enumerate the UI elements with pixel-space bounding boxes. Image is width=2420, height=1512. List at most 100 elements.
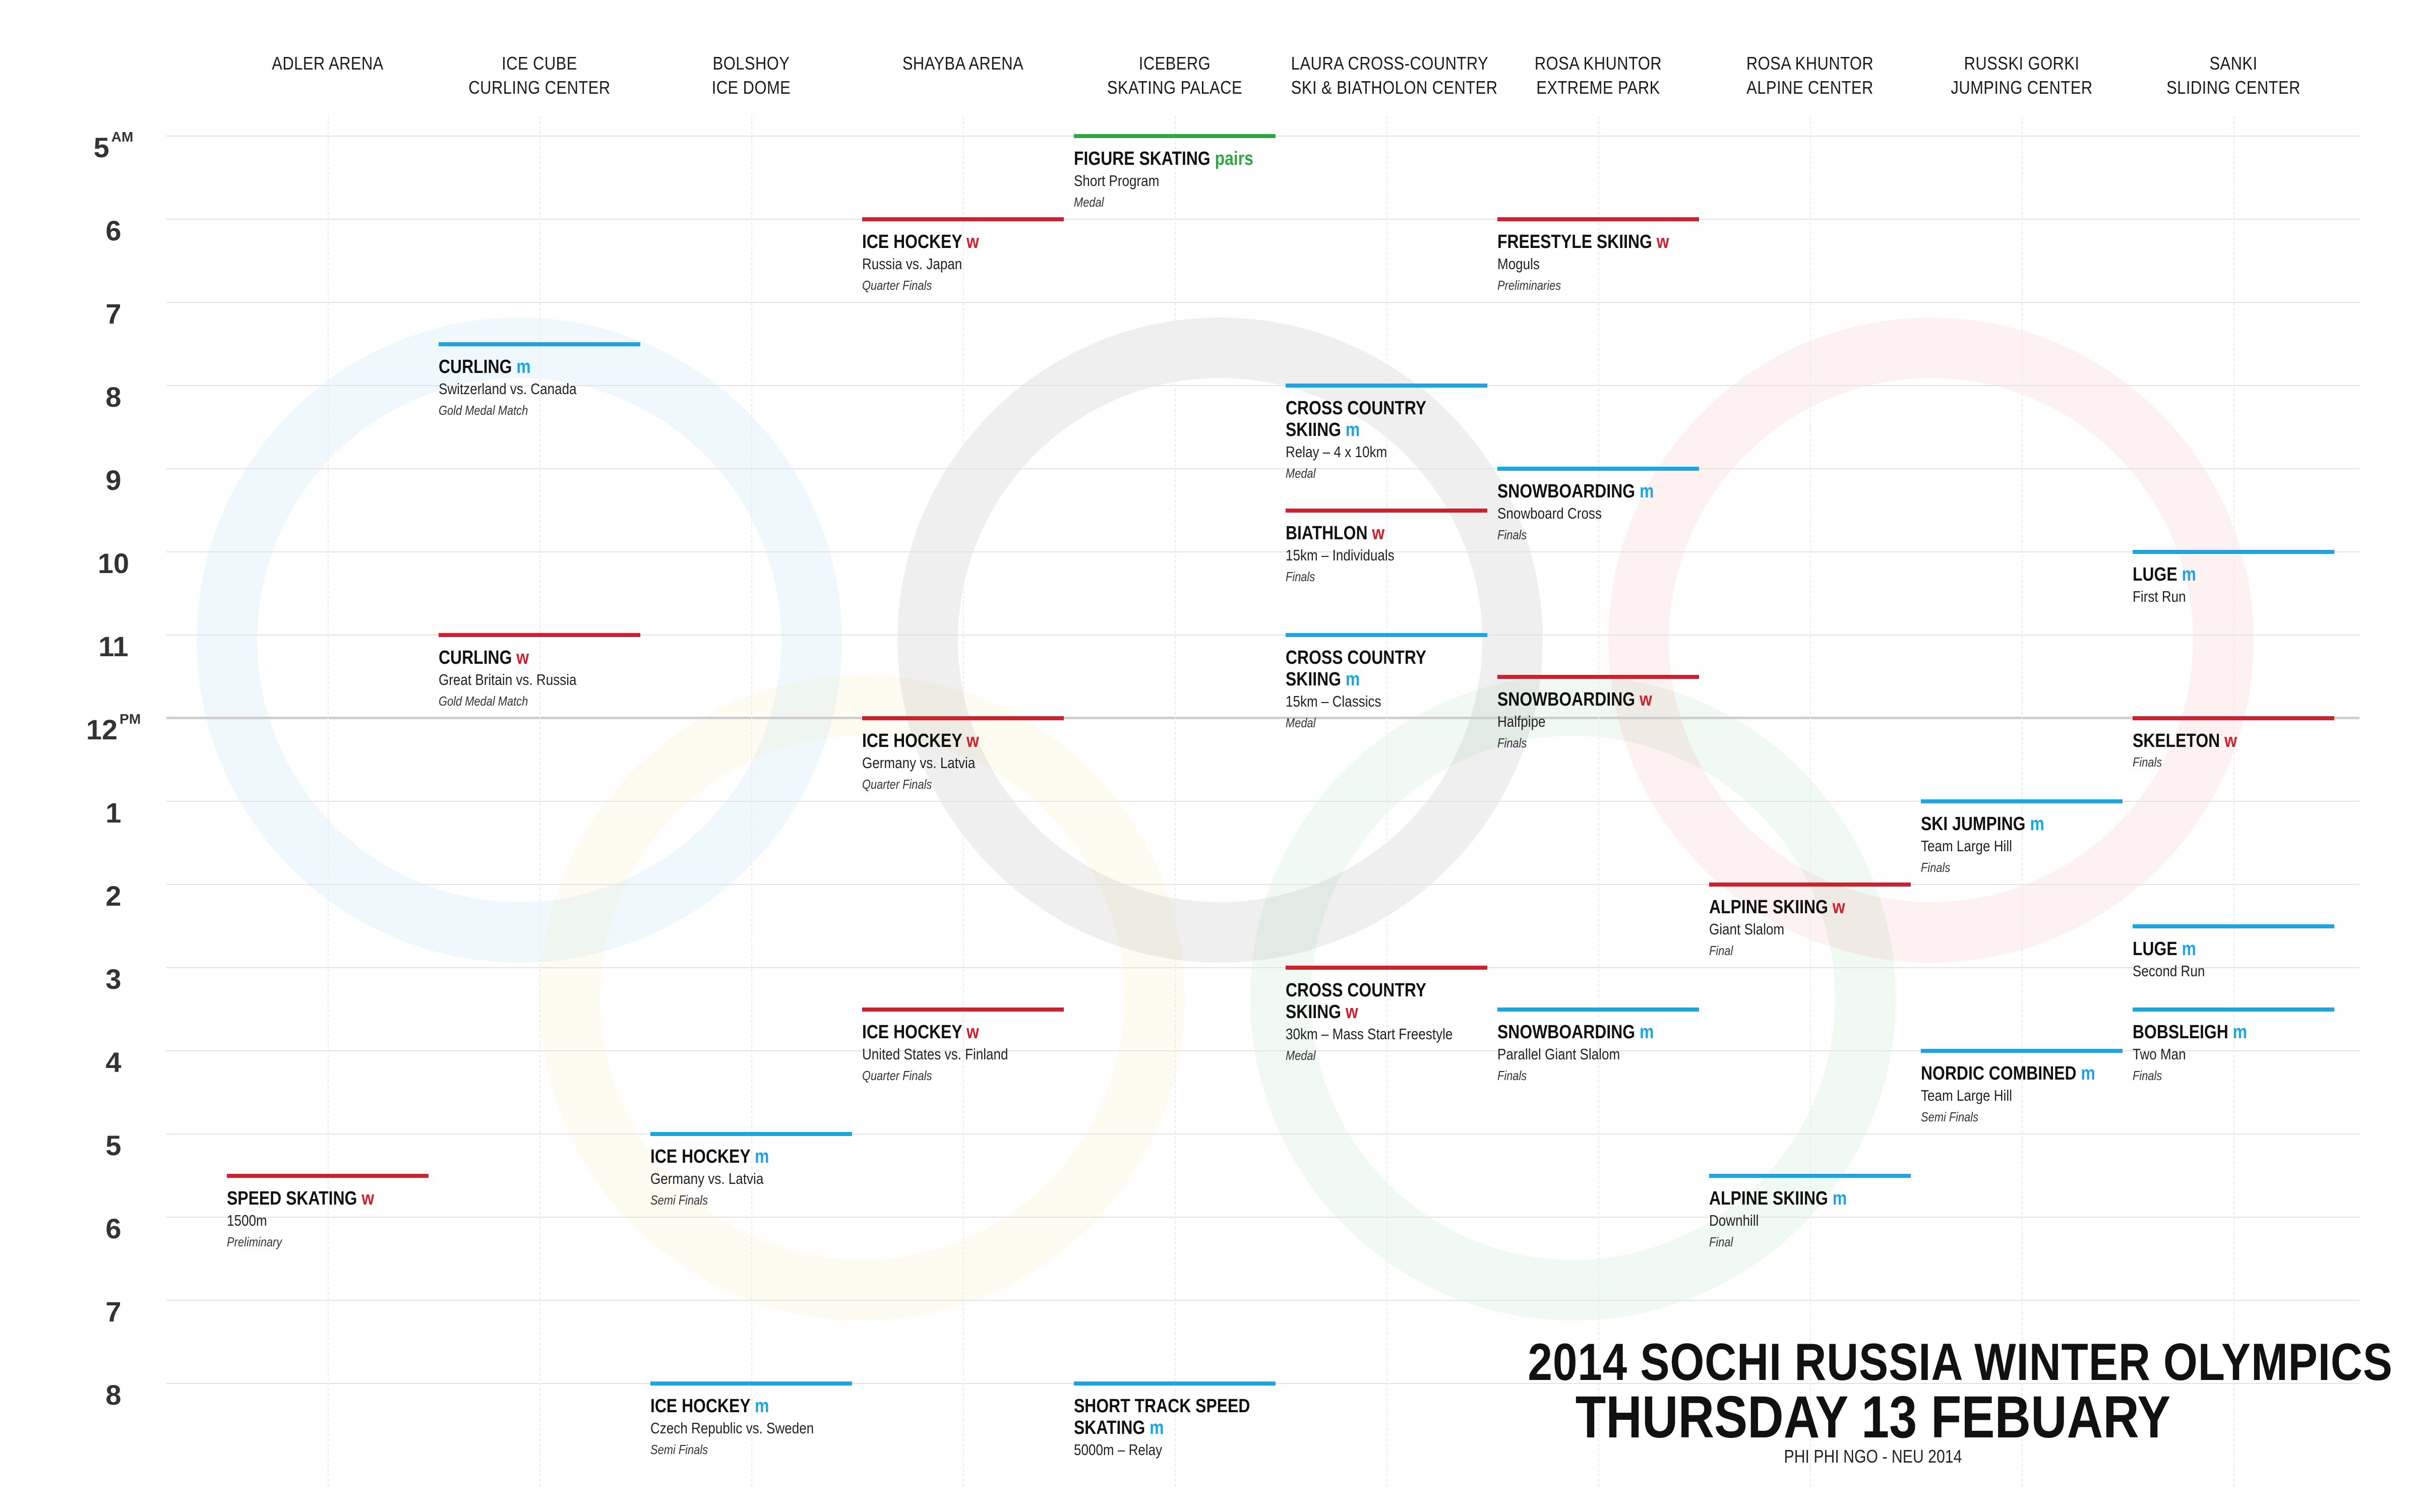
event-card: CROSS COUNTRY SKIING w 30km – Mass Start F… [1286, 966, 1487, 1065]
venue-name-line: ROSA KHUNTOR [1746, 53, 1874, 74]
event-stage: Preliminary [227, 1234, 282, 1249]
event-stage: Finals [2133, 754, 2162, 770]
event-detail: 15km – Individuals [1286, 546, 1395, 564]
event-sport-line: ICE HOCKEY m [650, 1396, 820, 1417]
hour-gridline [166, 801, 2360, 802]
event-sport-line: SNOWBOARDING m [1497, 481, 1667, 502]
venue-column-line [1810, 116, 1811, 1487]
event-card: FREESTYLE SKIING w Moguls Preliminaries [1497, 217, 1699, 295]
event-sport-line: SNOWBOARDING w [1497, 689, 1667, 711]
venue-name-line: RUSSKI GORKI [1964, 53, 2080, 74]
hour-gridline [166, 551, 2360, 552]
event-stage: Semi Finals [1921, 1109, 1979, 1124]
venue-column-line [328, 116, 329, 1487]
hour-gridline [166, 884, 2360, 885]
venue-column-line [963, 116, 964, 1487]
event-sport-line: LUGE m [2133, 938, 2302, 960]
event-card: BOBSLEIGH m Two Man Finals [2133, 1007, 2334, 1086]
event-sport-line: SKIING w [1286, 1001, 1455, 1023]
event-category-tag: w [516, 647, 529, 668]
event-sport-text: SKATING [1074, 1417, 1145, 1438]
hour-gridline [166, 717, 2360, 719]
event-sport-name: ICE HOCKEY m [650, 1146, 852, 1168]
event-detail: 1500m [227, 1211, 267, 1229]
event-sport-line: FREESTYLE SKIING w [1497, 231, 1669, 253]
hour-gridline [166, 385, 2360, 386]
event-detail: United States vs. Finland [862, 1045, 1008, 1063]
event-detail: Downhill [1709, 1211, 1759, 1229]
venue-column-line [539, 116, 540, 1487]
event-sport-text: ICE HOCKEY [862, 231, 962, 253]
event-sport-text: SKIING [1286, 669, 1341, 690]
event-sport-text: SNOWBOARDING [1497, 688, 1636, 710]
event-start-bar [439, 633, 640, 637]
event-sport-line: SKI JUMPING m [1921, 813, 2090, 835]
venue-name-line: ICE CUBE [502, 53, 577, 74]
event-sport-line: FIGURE SKATING pairs [1074, 148, 1253, 170]
event-category-tag: m [754, 1146, 769, 1167]
event-sport-text: SKIING [1286, 1001, 1341, 1023]
event-stage: Final [1709, 1234, 1733, 1249]
hour-number: 7 [105, 1296, 122, 1328]
venue-header: SHAYBA ARENA [868, 51, 1058, 76]
event-sport-name: CURLING m [439, 356, 640, 378]
hour-label: 2 [76, 879, 151, 912]
event-card: FIGURE SKATING pairs Short Program Medal [1074, 134, 1276, 212]
event-detail: Team Large Hill [1921, 1087, 2012, 1104]
venue-header: ROSA KHUNTOR ALPINE CENTER [1715, 51, 1905, 100]
venue-name-line: BOLSHOY [712, 53, 790, 74]
event-category-tag: m [1345, 669, 1360, 690]
event-start-bar [862, 217, 1064, 221]
event-stage: Quarter Finals [862, 777, 932, 792]
event-card: LUGE m First Run [2133, 550, 2334, 608]
hour-label: 1 [76, 796, 151, 829]
event-sport-text: CURLING [439, 356, 512, 377]
event-sport-line: LUGE m [2133, 564, 2302, 586]
event-sport-line: SHORT TRACK SPEED [1074, 1396, 1250, 1417]
hour-label: 11 [76, 630, 151, 663]
event-detail: Team Large Hill [1921, 837, 2012, 855]
event-start-bar [2133, 716, 2334, 720]
event-sport-text: FREESTYLE SKIING [1497, 231, 1652, 253]
event-card: SNOWBOARDING m Snowboard Cross Finals [1497, 467, 1699, 545]
hour-gridline [166, 1300, 2360, 1301]
yellow-ring [539, 675, 1185, 1320]
venue-name-line: ADLER ARENA [272, 53, 384, 74]
event-category-tag: m [1832, 1187, 1847, 1209]
venue-name-line: SLIDING CENTER [2166, 77, 2301, 98]
event-sport-text: SNOWBOARDING [1497, 481, 1636, 502]
hour-number: 8 [105, 1379, 122, 1411]
event-start-bar [650, 1381, 852, 1385]
hour-label: 4 [76, 1046, 151, 1079]
event-sport-text: SKIING [1286, 419, 1341, 440]
event-sport-text: SHORT TRACK SPEED [1074, 1396, 1250, 1417]
hour-gridline [166, 967, 2360, 968]
event-category-tag: m [2182, 564, 2196, 585]
event-detail: Germany vs. Latvia [862, 754, 976, 772]
event-card: NORDIC COMBINED m Team Large Hill Semi Fin… [1921, 1049, 2123, 1127]
venue-column-line [1386, 116, 1387, 1487]
event-sport-text: SKI JUMPING [1921, 813, 2026, 835]
event-sport-line: SPEED SKATING w [227, 1188, 396, 1210]
venue-name-line: SKI & BIATHOLON CENTER [1291, 77, 1498, 98]
event-sport-line: SKIING m [1286, 669, 1455, 690]
event-stage: Medal [1286, 1048, 1316, 1063]
event-sport-line: ICE HOCKEY w [862, 231, 1032, 253]
hour-gridline [166, 1217, 2360, 1218]
event-start-bar [1497, 674, 1699, 679]
hour-label: 8 [76, 1378, 151, 1411]
event-category-tag: m [1345, 419, 1360, 440]
event-stage: Finals [1921, 860, 1951, 875]
venue-column-line [751, 116, 752, 1487]
event-card: CROSS COUNTRY SKIING m 15km – Classics Meda… [1286, 633, 1487, 733]
event-category-tag: m [2081, 1063, 2095, 1084]
hour-gridline [166, 1050, 2360, 1051]
black-ring [897, 318, 1543, 963]
event-detail: Switzerland vs. Canada [439, 380, 577, 398]
event-category-tag: w [2224, 730, 2237, 751]
event-card: SNOWBOARDING m Parallel Giant Slalom Final… [1497, 1007, 1699, 1086]
hour-label: 10 [76, 547, 151, 580]
event-sport-text: FIGURE SKATING [1074, 148, 1211, 169]
hour-number: 3 [105, 963, 122, 995]
